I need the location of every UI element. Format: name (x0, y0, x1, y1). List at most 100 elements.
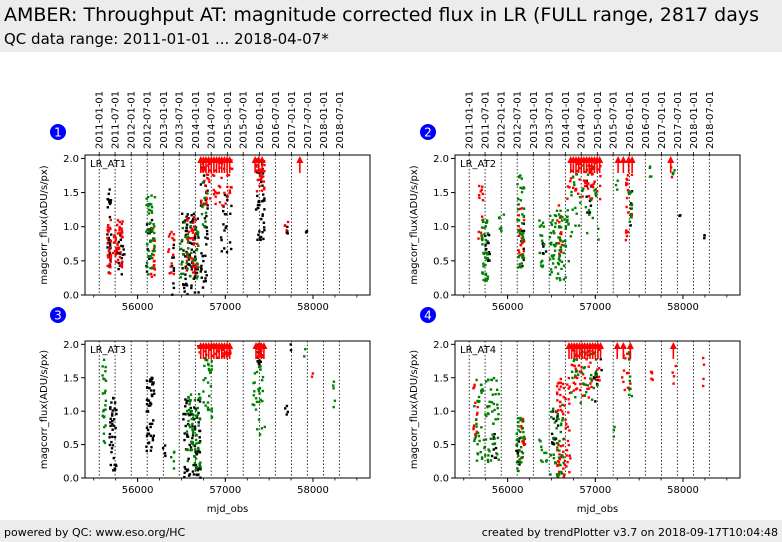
data-point-red (226, 174, 229, 177)
data-point-green (538, 219, 541, 222)
data-point-red (107, 256, 110, 259)
data-point-red (186, 219, 189, 222)
data-point-black (112, 456, 115, 460)
data-point-red (109, 272, 112, 275)
data-point-black (518, 437, 521, 440)
data-point-red (479, 231, 483, 234)
data-point-red (258, 184, 261, 188)
data-point-red (556, 392, 559, 396)
data-point-red (260, 189, 263, 192)
data-point-red (517, 249, 520, 252)
data-point-green (476, 399, 479, 403)
data-point-red (574, 189, 578, 192)
data-point-red (559, 444, 563, 448)
data-point-red (517, 214, 521, 217)
data-point-black (199, 468, 202, 471)
data-point-green (539, 440, 542, 443)
data-point-black (190, 286, 193, 290)
data-point-green (482, 252, 485, 256)
data-point-green (582, 367, 586, 370)
data-point-green (102, 439, 106, 443)
data-point-green (206, 192, 209, 195)
data-point-red (569, 457, 572, 460)
y-tick-label: 1.0 (433, 407, 449, 418)
data-point-black (188, 443, 191, 447)
data-point-green (570, 391, 573, 394)
data-point-green (203, 203, 206, 206)
data-point-green (147, 273, 150, 276)
data-point-green (197, 446, 200, 450)
data-point-green (481, 243, 484, 246)
data-point-black (257, 362, 260, 365)
data-point-black (196, 469, 199, 472)
data-point-green (594, 191, 597, 195)
data-point-red (581, 195, 584, 198)
date-tick-label: 2016-01-01 (255, 91, 266, 149)
data-point-red (587, 365, 590, 368)
data-point-green (194, 448, 197, 451)
data-point-black (187, 217, 190, 220)
data-point-green (574, 374, 577, 377)
x-tick-label: 56000 (122, 302, 154, 313)
data-point-green (206, 406, 210, 409)
data-point-green (485, 279, 488, 282)
data-point-green (518, 265, 521, 268)
data-point-green (484, 251, 487, 254)
page-title: AMBER: Throughput AT: magnitude correcte… (4, 4, 760, 26)
data-point-black (488, 252, 491, 256)
data-point-red (481, 215, 484, 218)
data-point-red (557, 409, 560, 412)
data-point-red (624, 238, 628, 242)
data-point-red (581, 373, 585, 376)
data-point-green (190, 251, 193, 255)
data-point-black (492, 436, 495, 439)
data-point-black (204, 254, 207, 257)
data-point-green (206, 408, 210, 412)
data-point-green (539, 459, 543, 462)
data-point-red (574, 382, 577, 386)
footer-bar: powered by QC: www.eso.org/HC created by… (0, 520, 782, 542)
data-point-black (261, 214, 264, 218)
data-point-black (147, 404, 150, 407)
data-point-black (119, 234, 122, 237)
data-point-green (571, 208, 574, 211)
data-point-green (194, 226, 197, 230)
data-point-green (494, 418, 497, 421)
data-point-green (558, 236, 562, 239)
data-point-red (116, 219, 120, 222)
data-point-green (587, 208, 591, 212)
data-point-red (517, 225, 520, 228)
data-point-red (108, 250, 111, 253)
data-point-green (628, 192, 631, 196)
data-point-green (554, 214, 558, 218)
data-point-red (109, 260, 112, 264)
data-point-green (490, 401, 494, 404)
data-point-black (223, 229, 226, 232)
data-point-green (173, 450, 176, 454)
data-point-red (106, 226, 110, 229)
data-point-green (594, 374, 597, 378)
data-point-red (260, 176, 263, 179)
data-point-black (186, 213, 189, 216)
data-point-green (521, 255, 525, 258)
data-point-black (148, 422, 152, 426)
data-point-green (153, 249, 156, 253)
data-point-red (149, 272, 153, 276)
data-point-green (562, 264, 566, 267)
data-point-green (552, 230, 555, 233)
data-point-green (485, 219, 489, 222)
data-point-green (153, 196, 157, 199)
data-point-green (485, 221, 488, 224)
data-point-black (181, 212, 184, 215)
data-point-green (181, 252, 185, 256)
data-point-green (185, 448, 189, 451)
data-point-red (560, 243, 564, 247)
data-point-green (150, 226, 153, 230)
data-point-green (255, 400, 259, 404)
data-point-black (184, 405, 187, 408)
data-point-red (218, 185, 222, 189)
data-point-red (592, 182, 596, 185)
data-point-green (483, 233, 486, 236)
data-point-green (197, 265, 200, 269)
data-point-black (149, 402, 153, 406)
